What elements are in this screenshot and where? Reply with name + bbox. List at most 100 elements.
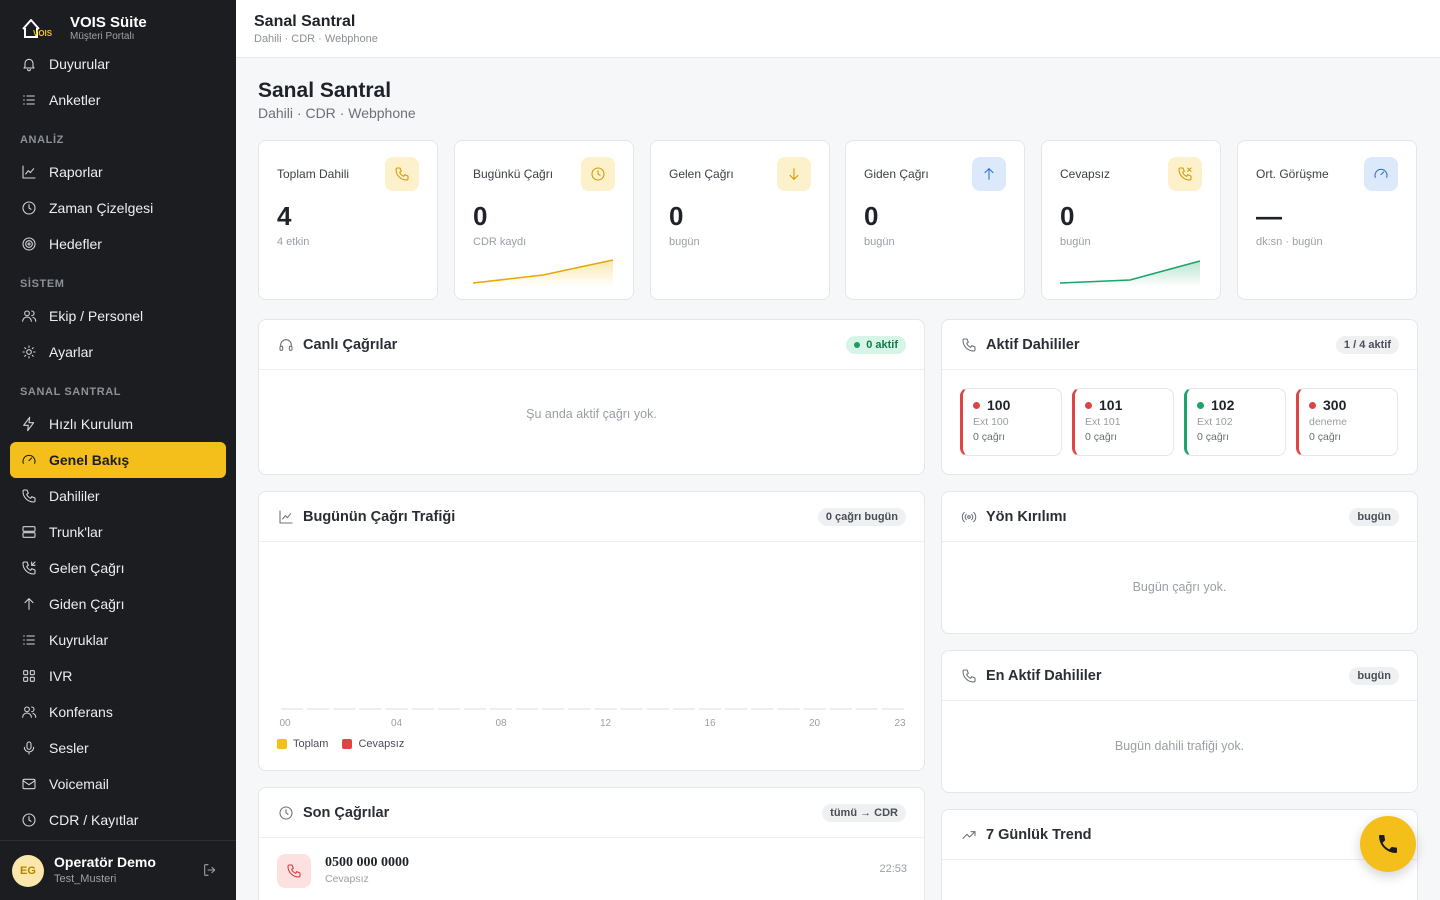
legend-label: Toplam — [293, 738, 329, 750]
gauge-icon — [20, 451, 38, 469]
sidebar-item-label: Raporlar — [49, 164, 103, 180]
sun-gear-icon — [20, 343, 38, 361]
extension-card[interactable]: 300 deneme 0 çağrı — [1296, 388, 1398, 456]
x-tick-label: 08 — [496, 718, 508, 729]
bar-track — [385, 708, 408, 710]
stat-card-toplam-dahili[interactable]: Toplam Dahili 4 4 etkin — [258, 140, 438, 300]
sidebar-item-label: Konferans — [49, 704, 113, 720]
sidebar-item-ekip-personel[interactable]: Ekip / Personel — [10, 298, 226, 334]
status-dot — [1309, 401, 1316, 409]
brand[interactable]: VOIS VOIS Süite Müşteri Portalı — [0, 0, 236, 58]
call-row[interactable]: 0500 000 0000 Cevapsız 22:53 — [277, 854, 907, 890]
x-tick-label: 23 — [894, 718, 906, 729]
sidebar-item-trunklar[interactable]: Trunk'lar — [10, 514, 226, 550]
topbar-subtitle: Dahili · CDR · Webphone — [254, 33, 378, 45]
sidebar-item-ivr[interactable]: IVR — [10, 658, 226, 694]
bar-track — [803, 708, 826, 710]
count-badge: 0 çağrı bugün — [817, 508, 906, 526]
cdr-link[interactable]: tümü → CDR — [822, 804, 906, 822]
arrow-up-icon — [20, 595, 38, 613]
stat-card-giden-cagri[interactable]: Giden Çağrı 0 bugün — [845, 140, 1025, 300]
clock-icon — [20, 811, 38, 829]
bar-track — [307, 708, 330, 710]
extension-card[interactable]: 101 Ext 101 0 çağrı — [1072, 388, 1174, 456]
sidebar-item-gelen-cagri[interactable]: Gelen Çağrı — [10, 550, 226, 586]
stat-card-gelen-cagri[interactable]: Gelen Çağrı 0 bugün — [650, 140, 830, 300]
bar-track — [542, 708, 565, 710]
sidebar-item-voicemail[interactable]: Voicemail — [10, 766, 226, 802]
legend-item: Toplam — [277, 738, 328, 750]
server-icon — [20, 523, 38, 541]
brand-title: VOIS Süite — [70, 14, 147, 31]
x-tick-label: 16 — [705, 718, 717, 729]
logout-icon[interactable] — [202, 862, 220, 880]
sparkline — [1060, 260, 1201, 287]
stat-value: — — [1256, 201, 1282, 231]
user-name: Operatör Demo — [54, 853, 156, 870]
extension-number: 100 — [987, 397, 1011, 413]
topbar-title: Sanal Santral — [254, 13, 356, 30]
phone-icon — [20, 487, 38, 505]
user-box: EG Operatör Demo Test_Musteri — [0, 840, 236, 900]
sidebar-item-giden-cagri[interactable]: Giden Çağrı — [10, 586, 226, 622]
list-icon — [20, 91, 38, 109]
sidebar-item-hizli-kurulum[interactable]: Hızlı Kurulum — [10, 406, 226, 442]
sidebar-item-hedefler[interactable]: Hedefler — [10, 226, 226, 262]
extension-name: deneme — [1309, 416, 1347, 428]
empty-state: Bugün çağrı yok. — [1132, 580, 1227, 594]
stat-label: Toplam Dahili — [277, 167, 350, 181]
bar-track — [411, 708, 434, 710]
stat-label: Giden Çağrı — [864, 167, 929, 181]
avatar[interactable]: EG — [12, 854, 44, 887]
panel-title: Son Çağrılar — [303, 804, 390, 821]
call-status: Cevapsız — [325, 873, 369, 885]
panel-title: Bugünün Çağrı Trafiği — [303, 508, 456, 525]
broadcast-icon — [960, 508, 978, 526]
phone-icon — [385, 157, 419, 191]
sidebar-item-duyurular[interactable]: Duyurular — [10, 46, 226, 82]
sidebar-item-dahililer[interactable]: Dahililer — [10, 478, 226, 514]
sidebar-item-kuyruklar[interactable]: Kuyruklar — [10, 622, 226, 658]
empty-state: Şu anda aktif çağrı yok. — [526, 407, 657, 421]
sidebar-item-raporlar[interactable]: Raporlar — [10, 154, 226, 190]
sidebar-item-anketler[interactable]: Anketler — [10, 82, 226, 118]
stat-label: Ort. Görüşme — [1256, 167, 1329, 181]
extension-card[interactable]: 100 Ext 100 0 çağrı — [960, 388, 1062, 456]
sidebar-item-label: Anketler — [49, 92, 101, 108]
mail-icon — [20, 775, 38, 793]
stat-card-cevapsiz[interactable]: Cevapsız 0 bugün — [1041, 140, 1221, 300]
bell-icon — [20, 55, 38, 73]
stat-card-ort-gorusme[interactable]: Ort. Görüşme — dk:sn · bugün — [1237, 140, 1417, 300]
webphone-button[interactable] — [1360, 816, 1416, 872]
svg-text:VOIS: VOIS — [33, 29, 53, 38]
status-badge-label: 0 aktif — [866, 339, 898, 351]
stat-note: bugün — [669, 236, 700, 248]
stat-label: Bugünkü Çağrı — [473, 167, 554, 181]
gauge-icon — [1364, 157, 1398, 191]
x-tick-label: 12 — [600, 718, 612, 729]
sidebar-item-label: Hedefler — [49, 236, 102, 252]
bar-track — [777, 708, 800, 710]
extension-card[interactable]: 102 Ext 102 0 çağrı — [1184, 388, 1286, 456]
sidebar-item-zaman-cizelgesi[interactable]: Zaman Çizelgesi — [10, 190, 226, 226]
sidebar-item-cdr-kayitlar[interactable]: CDR / Kayıtlar — [10, 802, 226, 838]
panel-live-calls: Canlı Çağrılar 0 aktif Şu anda aktif çağ… — [258, 319, 925, 475]
x-tick-label: 20 — [809, 718, 821, 729]
panel-title: 7 Günlük Trend — [986, 826, 1092, 843]
sidebar-item-genel-bakis[interactable]: Genel Bakış — [10, 442, 226, 478]
sidebar-item-ayarlar[interactable]: Ayarlar — [10, 334, 226, 370]
sidebar-item-konferans[interactable]: Konferans — [10, 694, 226, 730]
stat-card-bugunku-cagri[interactable]: Bugünkü Çağrı 0 CDR kaydı — [454, 140, 634, 300]
sidebar-item-label: Duyurular — [49, 56, 110, 72]
count-badge: 1 / 4 aktif — [1335, 336, 1399, 354]
sidebar-item-sesler[interactable]: Sesler — [10, 730, 226, 766]
bar-track — [699, 708, 722, 710]
extension-calls: 0 çağrı — [973, 431, 1006, 443]
clock-icon — [20, 199, 38, 217]
phone-missed-icon — [277, 854, 311, 888]
sidebar-item-label: Giden Çağrı — [49, 596, 125, 612]
vois-logo-icon: VOIS — [22, 19, 53, 38]
panel-title: Aktif Dahililer — [986, 336, 1080, 353]
bar-track — [333, 708, 356, 710]
sidebar-item-label: Zaman Çizelgesi — [49, 200, 154, 216]
